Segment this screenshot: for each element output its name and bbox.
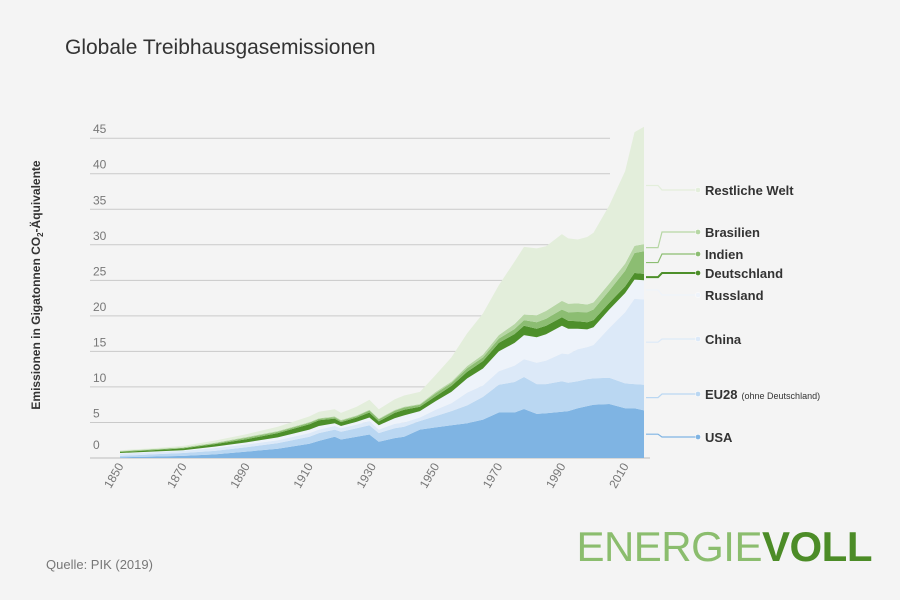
legend-label-indien: Indien <box>705 247 743 262</box>
legend-marker-deutschland <box>695 270 701 276</box>
area-usa <box>120 404 644 458</box>
legend-leader-indien <box>646 253 696 264</box>
source-note: Quelle: PIK (2019) <box>46 557 153 572</box>
brand-logo: ENERGIEVOLL <box>576 526 872 568</box>
x-tick-1870: 1870 <box>164 460 190 490</box>
x-tick-1850: 1850 <box>101 460 127 490</box>
area-china <box>120 298 644 456</box>
y-tick-25: 25 <box>93 264 107 278</box>
y-tick-40: 40 <box>93 158 107 172</box>
x-tick-2010: 2010 <box>606 460 632 490</box>
legend-leader-brasilien <box>646 231 696 249</box>
legend-label-eu28: EU28 (ohne Deutschland) <box>705 387 820 402</box>
x-tick-1930: 1930 <box>354 460 380 490</box>
legend-marker-indien <box>695 251 701 257</box>
legend-leader-usa <box>646 433 696 438</box>
area-eu28 <box>120 377 644 458</box>
area-series <box>120 126 644 458</box>
y-tick-10: 10 <box>93 371 107 385</box>
y-tick-30: 30 <box>93 229 107 243</box>
legend-leader-restliche-welt <box>646 184 696 191</box>
x-tick-1990: 1990 <box>543 460 569 490</box>
legend-label-brasilien: Brasilien <box>705 225 760 240</box>
legend-leader-deutschland <box>646 272 696 279</box>
legend-marker-brasilien <box>695 229 701 235</box>
y-tick-0: 0 <box>93 438 100 452</box>
x-axis-ticks: 1850 1870 1890 1910 1930 1950 1970 1990 2010 <box>101 460 632 490</box>
y-tick-5: 5 <box>93 406 100 420</box>
legend-marker-russland <box>695 292 701 298</box>
legend-marker-restliche-welt <box>695 187 701 193</box>
legend-label-china: China <box>705 332 742 347</box>
legend: USA EU28 (ohne Deutschland) China Russland De… <box>646 183 820 445</box>
y-axis-ticks: 0 5 10 15 20 25 30 35 40 45 <box>93 122 107 452</box>
y-tick-35: 35 <box>93 193 107 207</box>
legend-marker-china <box>695 336 701 342</box>
y-tick-20: 20 <box>93 300 107 314</box>
y-tick-15: 15 <box>93 335 107 349</box>
x-tick-1970: 1970 <box>480 460 506 490</box>
legend-label-usa: USA <box>705 430 733 445</box>
legend-leader-china <box>646 338 696 343</box>
legend-leader-russland <box>646 289 696 296</box>
area-restliche-welt <box>120 126 644 451</box>
brand-logo-part2: VOLL <box>762 523 873 570</box>
legend-marker-usa <box>695 434 701 440</box>
x-tick-1890: 1890 <box>227 460 253 490</box>
x-tick-1910: 1910 <box>291 460 317 490</box>
y-tick-45: 45 <box>93 122 107 136</box>
legend-marker-eu28 <box>695 391 701 397</box>
brand-logo-part1: ENERGIE <box>576 523 762 570</box>
legend-label-russland: Russland <box>705 288 764 303</box>
legend-label-deutschland: Deutschland <box>705 266 783 281</box>
legend-label-small-eu28: (ohne Deutschland) <box>742 391 821 401</box>
chart-title: Globale Treibhausgasemissionen <box>65 36 376 59</box>
legend-label-restliche-welt: Restliche Welt <box>705 183 794 198</box>
legend-leader-eu28 <box>646 393 696 399</box>
x-tick-1950: 1950 <box>417 460 443 490</box>
